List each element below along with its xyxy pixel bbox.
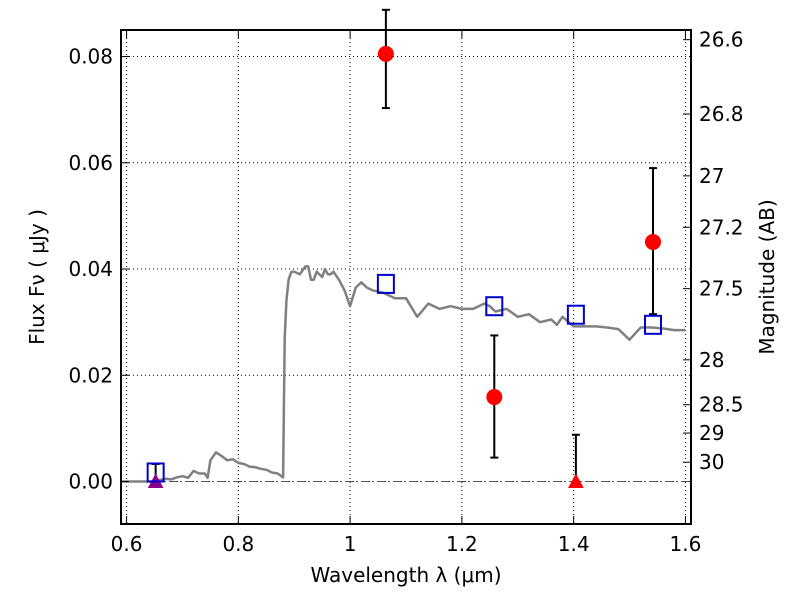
observed-flux-point [377, 45, 394, 62]
observed-flux-point [645, 233, 661, 250]
x-tick-label: 1.4 [558, 532, 590, 556]
model-band-flux-marker [485, 296, 504, 317]
y-tick-label: 0.00 [68, 470, 113, 494]
upper-limit-marker [568, 473, 584, 489]
magnitude-tick-label: 30 [699, 450, 724, 474]
magnitude-tick-label: 26.8 [699, 102, 744, 126]
y-tick-label: 0.02 [68, 363, 113, 387]
y-axis-label: Flux Fν ( μJy ) [25, 209, 49, 345]
x-tick-label: 0.8 [222, 532, 254, 556]
y-tick-label: 0.06 [68, 151, 113, 175]
model-band-flux-marker [566, 304, 585, 325]
y-tick-label: 0.08 [68, 45, 113, 69]
magnitude-tick-label: 28 [699, 348, 724, 372]
magnitude-axis-ticks: 26.6 26.8 27 27.2 27.5 28 28.5 29 30 [683, 28, 744, 474]
model-band-flux-marker [644, 314, 662, 335]
magnitude-tick-label: 27.2 [699, 215, 744, 239]
magnitude-axis-label: Magnitude (AB) [755, 199, 779, 354]
magnitude-tick-label: 26.6 [699, 28, 744, 52]
marker-layer [146, 45, 662, 489]
model-spectrum-layer [121, 265, 686, 483]
magnitude-tick-label: 27.5 [699, 277, 744, 301]
plot-frame [120, 29, 692, 525]
x-axis-ticks: 0.6 0.8 1 1.2 1.4 1.6 [111, 30, 702, 556]
x-tick-label: 1 [344, 532, 357, 556]
y-axis-ticks: 0.00 0.02 0.04 0.06 0.08 [68, 45, 129, 494]
x-tick-label: 1.6 [670, 532, 702, 556]
x-axis-label: Wavelength λ (μm) [310, 563, 501, 587]
x-tick-label: 0.6 [111, 532, 143, 556]
x-tick-label: 1.2 [446, 532, 478, 556]
model-band-flux-marker [146, 462, 165, 483]
model-band-flux-marker [376, 273, 395, 294]
observed-flux-point [486, 389, 503, 406]
model-spectrum-line [121, 265, 686, 483]
error-bar-layer [151, 8, 657, 482]
magnitude-tick-label: 28.5 [699, 393, 744, 417]
grid-layer [121, 30, 691, 524]
y-tick-label: 0.04 [68, 257, 113, 281]
magnitude-tick-label: 27 [699, 164, 724, 188]
magnitude-tick-label: 29 [699, 421, 724, 445]
